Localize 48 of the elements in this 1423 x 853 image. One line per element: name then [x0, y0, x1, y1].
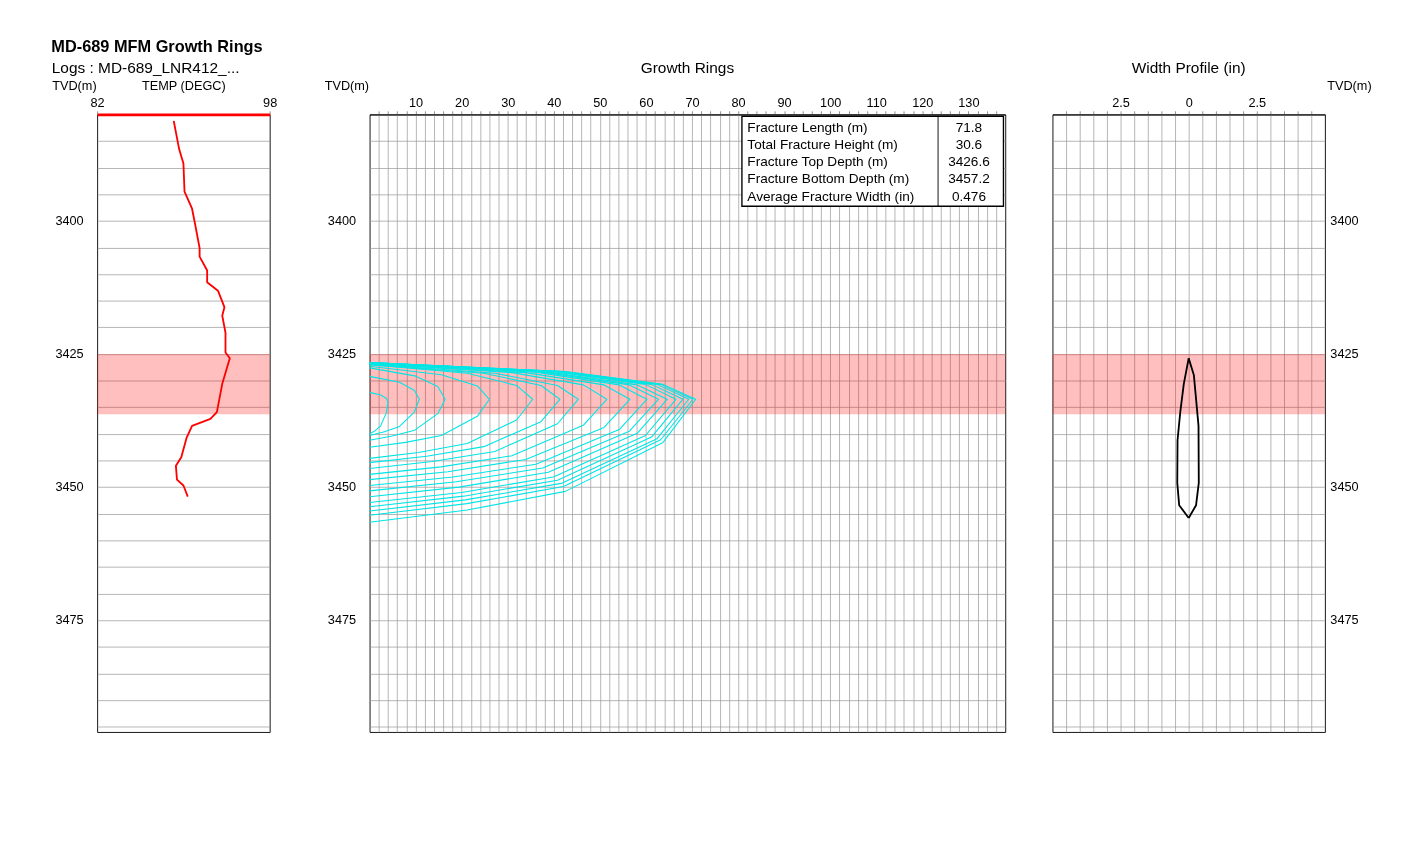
x-tick-label: 0: [1185, 94, 1193, 110]
annotation: Fracture Top Depth (m): [747, 154, 888, 170]
annotation: 3426.6: [948, 154, 990, 170]
x-tick-label: 50: [593, 94, 608, 110]
y-tick-label: 3475: [327, 611, 357, 627]
x-tick-label: 2.5: [1112, 94, 1130, 110]
x-tick-label: 20: [455, 94, 470, 110]
chart-title: Growth Rings: [640, 58, 735, 76]
x-tick-label: 90: [777, 94, 792, 110]
annotation: 30.6: [955, 136, 983, 152]
x-tick-label: 30: [501, 94, 516, 110]
x-tick-label: 10: [409, 94, 424, 110]
x-tick-label: 82: [90, 94, 105, 110]
x-tick-label: 80: [731, 94, 746, 110]
y-axis-title: TVD(m): [324, 78, 370, 94]
annotation: Fracture Length (m): [747, 119, 868, 135]
annotation: 71.8: [955, 119, 983, 135]
y-tick-label: 3475: [1330, 611, 1359, 627]
x-tick-label: 100: [820, 94, 842, 110]
y-tick-label: 3400: [327, 212, 357, 228]
chart-subtitle: Logs : MD-689_LNR412_...: [51, 58, 240, 76]
y-tick-label: 3425: [55, 345, 84, 361]
y-tick-label: 3450: [55, 478, 84, 494]
x-tick-label: 70: [685, 94, 700, 110]
chart-title: Width Profile (in): [1131, 58, 1246, 76]
y-tick-label: 3450: [1330, 478, 1359, 494]
x-axis-title: TEMP (DEGC): [142, 78, 226, 94]
chart-title: MD-689 MFM Growth Rings: [51, 37, 263, 56]
annotation: Total Fracture Height (m): [747, 136, 898, 152]
annotation: 3457.2: [948, 171, 990, 187]
y-tick-label: 3475: [55, 611, 84, 627]
y-tick-label: 3450: [327, 478, 357, 494]
annotation: Fracture Bottom Depth (m): [747, 171, 910, 187]
y-tick-label: 3425: [327, 345, 357, 361]
x-tick-label: 2.5: [1248, 94, 1267, 110]
y-axis-title: TVD(m): [52, 78, 97, 94]
annotation: 0.476: [951, 188, 986, 204]
y-tick-label: 3425: [1330, 345, 1359, 361]
x-tick-label: 60: [639, 94, 654, 110]
x-tick-label: 130: [958, 94, 980, 110]
x-tick-label: 110: [866, 94, 887, 110]
x-tick-label: 120: [912, 94, 934, 110]
y-tick-label: 3400: [1330, 212, 1359, 228]
y-axis-title: TVD(m): [1327, 78, 1372, 94]
x-tick-label: 40: [547, 94, 562, 110]
y-tick-label: 3400: [55, 212, 84, 228]
annotation: Average Fracture Width (in): [747, 188, 915, 204]
x-tick-label: 98: [263, 94, 278, 110]
